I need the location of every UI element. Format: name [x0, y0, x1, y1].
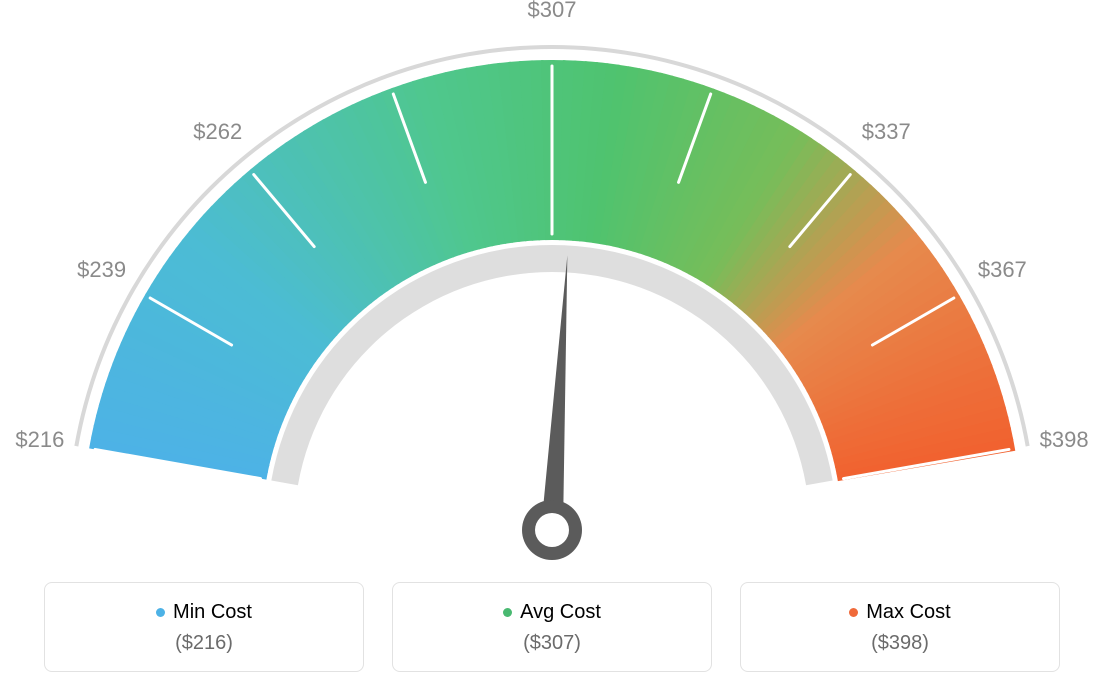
gauge-tick-label: $307	[528, 0, 577, 23]
legend-value-min: ($216)	[55, 632, 353, 655]
gauge-svg	[0, 0, 1104, 560]
gauge-tick-label: $262	[193, 119, 242, 145]
legend-label-text: Avg Cost	[520, 601, 601, 624]
cost-gauge: $216 $239 $262 $307 $337 $367 $398	[0, 0, 1104, 560]
legend-value-max: ($398)	[751, 632, 1049, 655]
legend-card-max: Max Cost ($398)	[740, 582, 1060, 672]
legend-label-avg: Avg Cost	[503, 601, 601, 624]
gauge-tick-label: $398	[1040, 427, 1089, 453]
dot-icon	[156, 608, 165, 617]
gauge-tick-label: $367	[978, 257, 1027, 283]
legend-row: Min Cost ($216) Avg Cost ($307) Max Cost…	[0, 582, 1104, 672]
legend-label-text: Max Cost	[866, 601, 950, 624]
dot-icon	[849, 608, 858, 617]
legend-label-max: Max Cost	[849, 601, 950, 624]
gauge-tick-label: $337	[862, 119, 911, 145]
legend-label-min: Min Cost	[156, 601, 252, 624]
legend-card-min: Min Cost ($216)	[44, 582, 364, 672]
gauge-tick-label: $216	[15, 427, 64, 453]
dot-icon	[503, 608, 512, 617]
legend-value-avg: ($307)	[403, 632, 701, 655]
gauge-tick-label: $239	[77, 257, 126, 283]
legend-card-avg: Avg Cost ($307)	[392, 582, 712, 672]
legend-label-text: Min Cost	[173, 601, 252, 624]
